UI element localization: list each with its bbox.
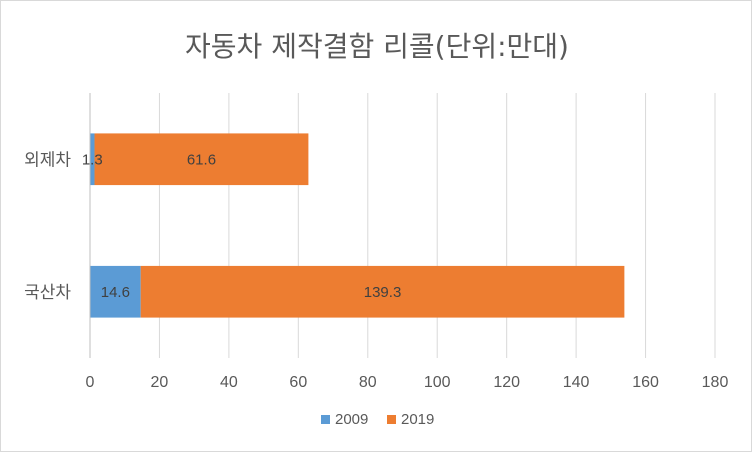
bar-segment: [90, 265, 141, 318]
data-label: 61.6: [187, 151, 216, 168]
x-tick-label: 180: [702, 374, 729, 391]
legend-swatch: [387, 415, 396, 424]
data-label: 1.3: [82, 151, 103, 168]
data-label: 139.3: [364, 284, 402, 301]
bar-segment: [94, 133, 309, 186]
x-tick-label: 40: [220, 374, 238, 391]
x-tick-label: 160: [632, 374, 659, 391]
category-label: 국산차: [24, 283, 71, 303]
x-tick-label: 20: [151, 374, 169, 391]
x-tick-label: 120: [493, 374, 520, 391]
data-labels: 1.3 61.6 14.6 139.3: [82, 151, 401, 301]
legend-label: 2019: [401, 411, 434, 428]
x-tick-label: 100: [424, 374, 451, 391]
chart-title: 자동차 제작결함 리콜(단위:만대): [185, 30, 569, 63]
x-tick-label: 140: [563, 374, 590, 391]
legend-swatch: [321, 415, 330, 424]
bar-segment: [140, 265, 625, 318]
x-tick-label: 0: [86, 374, 95, 391]
bar-segment: [90, 133, 95, 186]
bars: [90, 133, 625, 318]
legend: 2009 2019: [321, 411, 434, 428]
x-tick-label: 60: [289, 374, 307, 391]
x-tick-label: 80: [359, 374, 377, 391]
data-label: 14.6: [101, 284, 130, 301]
category-label: 외제차: [24, 150, 71, 170]
legend-label: 2009: [335, 411, 368, 428]
gridlines: [158, 93, 716, 358]
